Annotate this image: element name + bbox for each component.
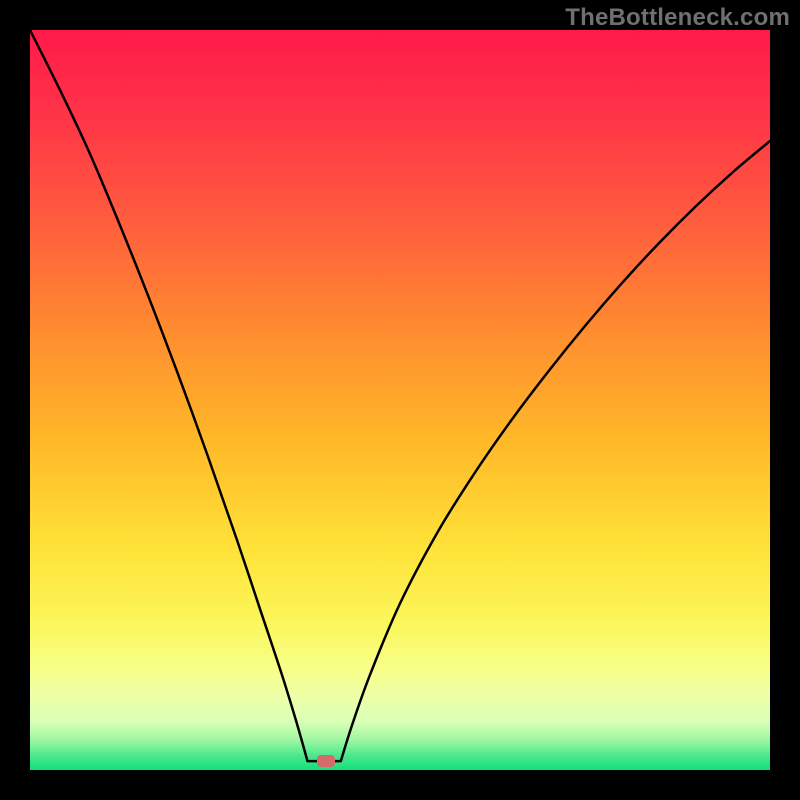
bottleneck-curve (30, 30, 770, 770)
chart-frame: TheBottleneck.com (0, 0, 800, 800)
v-curve-path (30, 30, 770, 761)
watermark-text: TheBottleneck.com (565, 4, 790, 32)
optimum-marker (317, 755, 335, 767)
plot-area (30, 30, 770, 770)
